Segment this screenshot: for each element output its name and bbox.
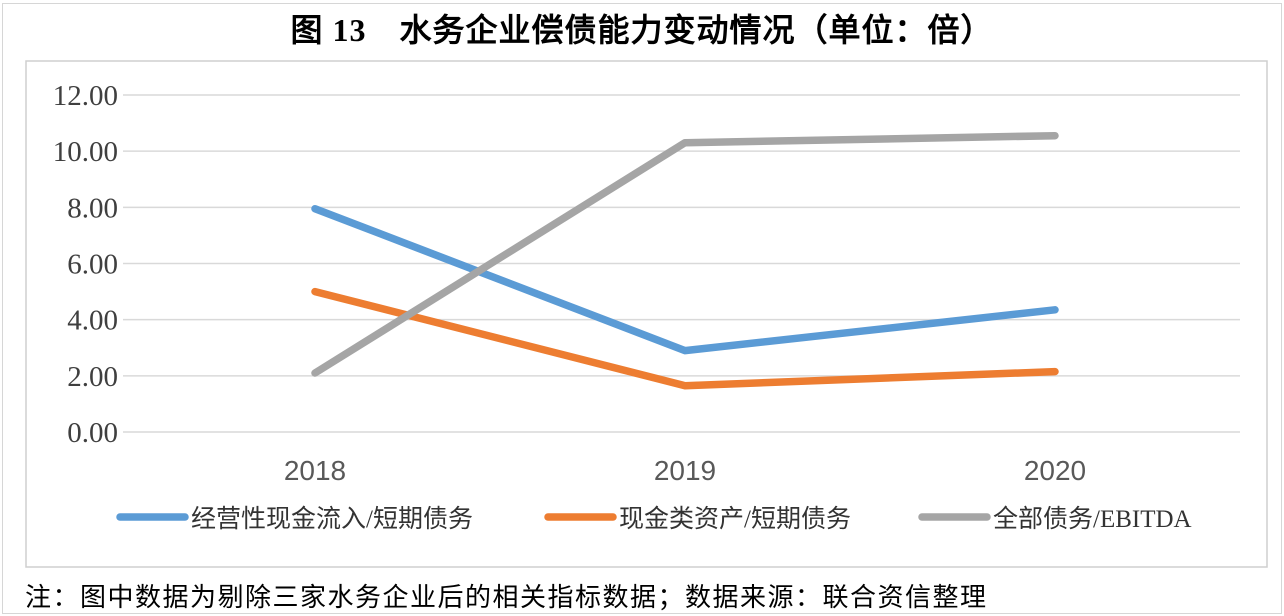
- x-axis-label: 2019: [654, 455, 716, 486]
- series-line-0: [311, 204, 1059, 355]
- x-axis-label: 2018: [284, 455, 346, 486]
- legend-label-1: 现金类资产/短期债务: [619, 505, 851, 533]
- source-note: 注：图中数据为剔除三家水务企业后的相关指标数据；数据来源：联合资信整理: [25, 583, 988, 612]
- y-axis-label: 8.00: [67, 192, 118, 224]
- y-axis-label: 10.00: [53, 136, 118, 168]
- line-chart: 0.00 2.00 4.00 6.00 8.00 10.00 12.00 2018 2019 20…: [25, 60, 1268, 568]
- y-axis-label: 0.00: [67, 417, 118, 449]
- line-chart-svg: 0.00 2.00 4.00 6.00 8.00 10.00 12.00 2018 2019 20…: [25, 60, 1268, 568]
- series-line-2: [311, 131, 1059, 377]
- y-axis-label: 12.00: [53, 80, 118, 112]
- y-axis-label: 4.00: [67, 305, 118, 337]
- y-axis-label: 6.00: [67, 249, 118, 281]
- figure-title: 图 13 水务企业偿债能力变动情况（单位：倍）: [290, 12, 994, 48]
- series-line-1: [311, 287, 1059, 390]
- x-axis-label: 2020: [1024, 455, 1086, 486]
- y-axis-label: 2.00: [67, 361, 118, 393]
- legend-label-0: 经营性现金流入/短期债务: [191, 505, 473, 533]
- legend-label-2: 全部债务/EBITDA: [993, 505, 1192, 533]
- chart-border: [25, 60, 1268, 568]
